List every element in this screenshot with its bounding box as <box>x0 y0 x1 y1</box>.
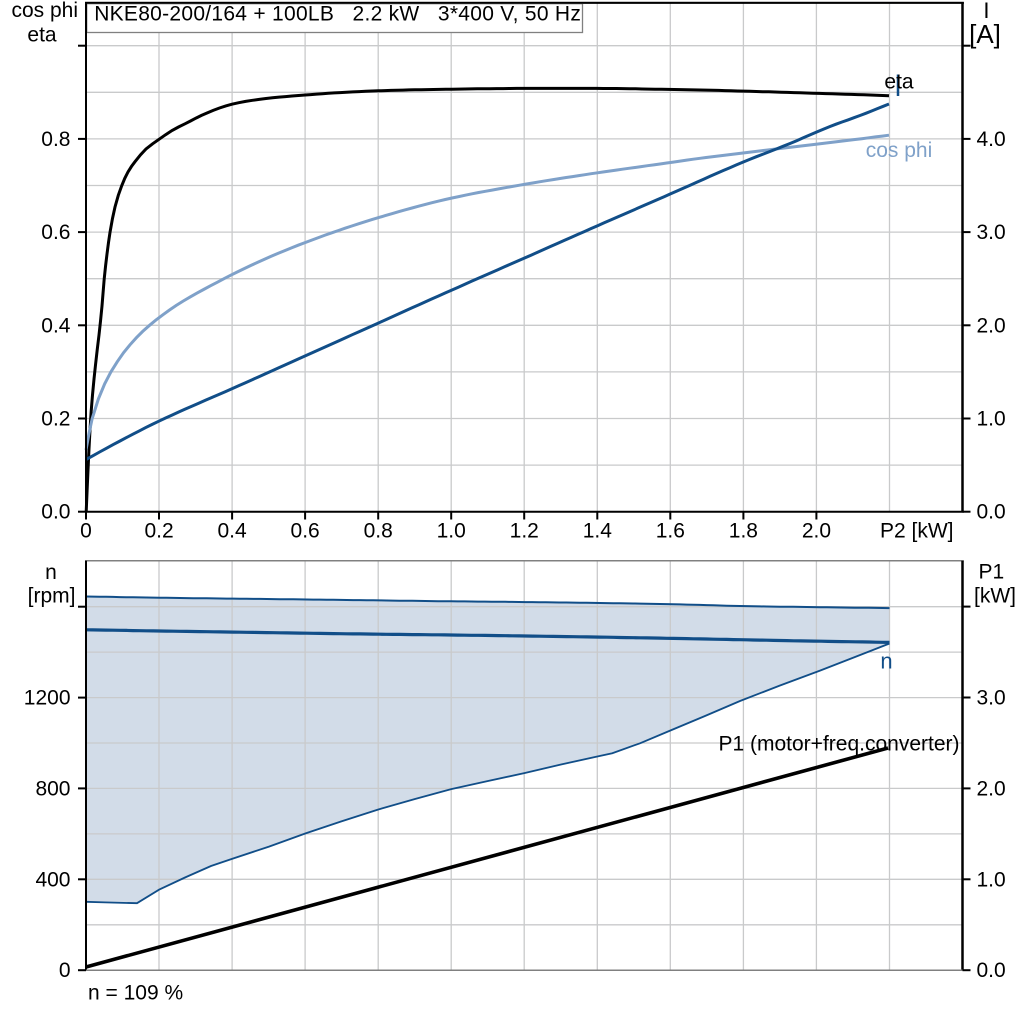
svg-text:0.0: 0.0 <box>977 959 1006 982</box>
svg-text:eta: eta <box>884 71 914 94</box>
svg-text:I: I <box>983 0 989 23</box>
svg-text:1.0: 1.0 <box>437 520 466 543</box>
svg-text:cos phi: cos phi <box>11 0 78 22</box>
svg-text:cos phi: cos phi <box>866 139 933 162</box>
svg-text:0.2: 0.2 <box>144 520 173 543</box>
svg-text:400: 400 <box>35 868 70 891</box>
svg-text:[rpm]: [rpm] <box>28 585 76 608</box>
svg-text:1.2: 1.2 <box>510 520 539 543</box>
svg-text:2.0: 2.0 <box>977 314 1006 337</box>
svg-text:n: n <box>880 648 892 673</box>
svg-text:0.4: 0.4 <box>41 314 71 337</box>
svg-text:4.0: 4.0 <box>977 128 1006 151</box>
svg-text:P2 [kW]: P2 [kW] <box>880 520 954 543</box>
svg-text:0.2: 0.2 <box>41 408 70 431</box>
svg-text:n: n <box>45 561 57 584</box>
svg-text:1.0: 1.0 <box>977 868 1006 891</box>
svg-text:3.0: 3.0 <box>977 221 1006 244</box>
svg-text:0.4: 0.4 <box>217 520 247 543</box>
svg-text:2.0: 2.0 <box>802 520 831 543</box>
svg-text:P1: P1 <box>978 561 1004 584</box>
svg-text:800: 800 <box>35 777 70 800</box>
svg-text:2.0: 2.0 <box>977 777 1006 800</box>
svg-text:1.4: 1.4 <box>583 520 613 543</box>
svg-text:3.0: 3.0 <box>977 687 1006 710</box>
svg-text:P1 (motor+freq.converter): P1 (motor+freq.converter) <box>718 733 959 756</box>
svg-text:eta: eta <box>27 24 57 47</box>
svg-text:NKE80-200/164 + 100LB 2.2 kW: NKE80-200/164 + 100LB 2.2 kW 3*400 V, 50… <box>94 2 581 25</box>
svg-text:1200: 1200 <box>24 687 71 710</box>
svg-text:[A]: [A] <box>969 19 1001 49</box>
svg-text:0: 0 <box>59 959 71 982</box>
svg-text:0.0: 0.0 <box>977 501 1006 524</box>
svg-text:0.0: 0.0 <box>41 501 70 524</box>
svg-text:0.8: 0.8 <box>364 520 393 543</box>
svg-text:0.6: 0.6 <box>291 520 320 543</box>
svg-text:1.0: 1.0 <box>977 408 1006 431</box>
svg-text:0.6: 0.6 <box>41 221 70 244</box>
svg-text:0: 0 <box>80 520 92 543</box>
svg-text:0.8: 0.8 <box>41 128 70 151</box>
svg-text:1.6: 1.6 <box>656 520 685 543</box>
svg-text:n = 109 %: n = 109 % <box>88 982 183 1005</box>
svg-text:[kW]: [kW] <box>974 585 1016 608</box>
svg-text:1.8: 1.8 <box>729 520 758 543</box>
